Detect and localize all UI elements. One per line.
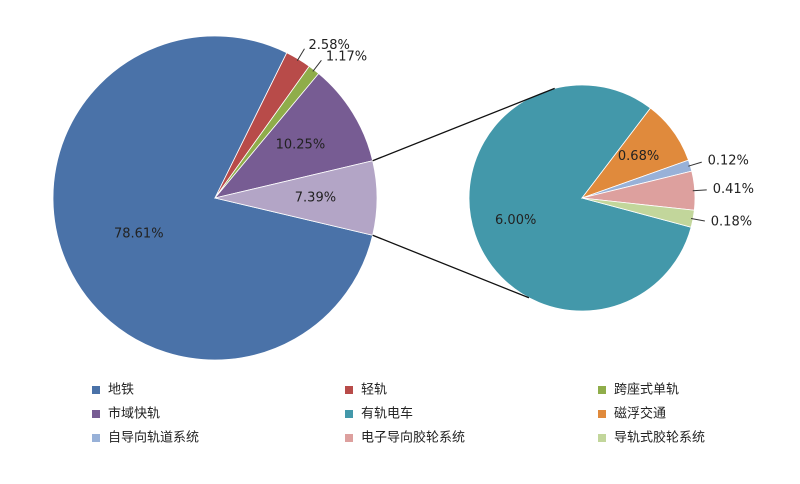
connector-line	[372, 87, 555, 162]
legend-label: 轻轨	[361, 383, 387, 398]
legend-label: 跨座式单轨	[614, 383, 679, 398]
data-label: 78.61%	[114, 226, 164, 241]
leader-line	[688, 161, 702, 167]
legend-label: 市域快轨	[108, 406, 160, 422]
connector-line	[372, 234, 530, 299]
data-label: 1.17%	[326, 50, 367, 65]
legend-swatch	[92, 386, 100, 394]
pie-slice	[52, 35, 374, 361]
leader-line	[691, 217, 705, 222]
pie-slice	[214, 160, 378, 236]
leader-line	[692, 189, 707, 192]
legend-swatch	[345, 410, 353, 418]
data-label: 0.18%	[711, 214, 752, 229]
data-label: 6.00%	[495, 213, 536, 228]
legend-label: 有轨电车	[361, 406, 413, 422]
data-label: 0.68%	[618, 149, 659, 164]
leader-line	[312, 60, 322, 72]
legend-label: 电子导向胶轮系统	[361, 430, 465, 446]
data-label: 7.39%	[295, 191, 336, 206]
pie-slice	[213, 72, 374, 199]
pie-slice	[468, 84, 692, 312]
legend-swatch	[92, 410, 100, 418]
legend-swatch	[598, 434, 606, 442]
legend-label: 磁浮交通	[614, 406, 666, 422]
legend-swatch	[345, 434, 353, 442]
legend-swatch	[598, 410, 606, 418]
legend-swatch	[345, 386, 353, 394]
legend-swatch	[92, 434, 100, 442]
legend-label: 导轨式胶轮系统	[614, 430, 705, 446]
data-label: 10.25%	[276, 138, 326, 153]
legend-swatch	[598, 386, 606, 394]
data-label: 0.12%	[708, 154, 749, 169]
data-label: 2.58%	[309, 38, 350, 53]
legend-label: 自导向轨道系统	[108, 430, 199, 446]
legend-label: 地铁	[108, 383, 134, 398]
data-label: 0.41%	[713, 182, 754, 197]
leader-line	[296, 48, 305, 62]
